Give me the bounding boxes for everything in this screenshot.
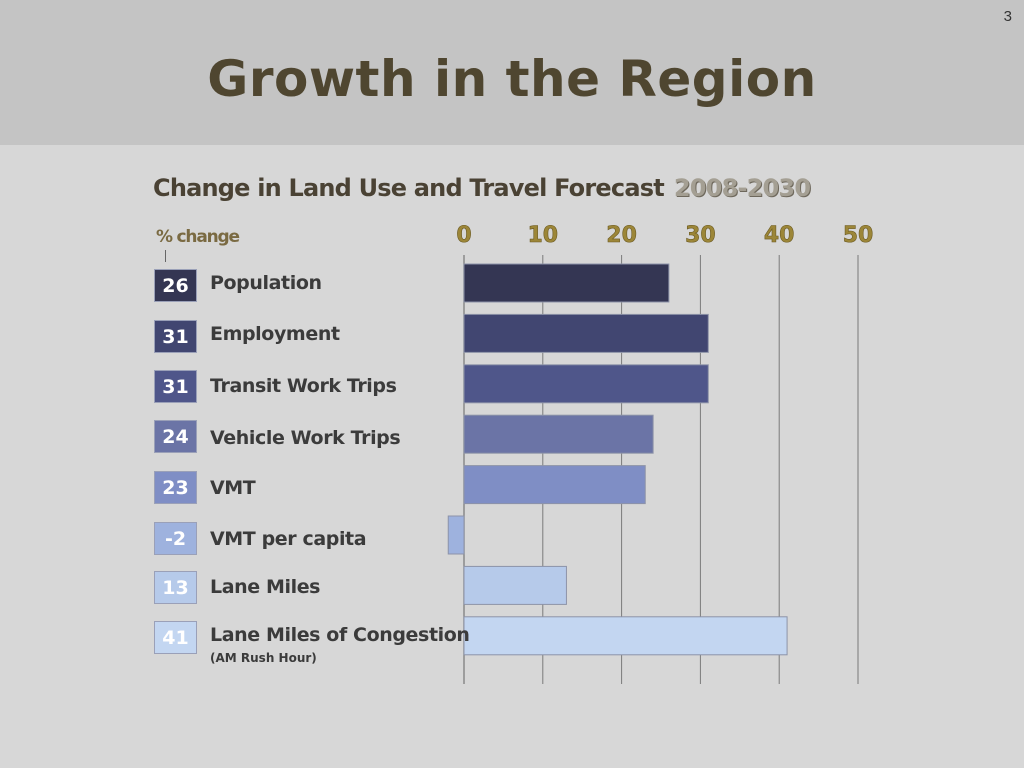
bar-vmt [463,465,646,505]
category-label-lane-miles: Lane Miles [210,576,321,598]
value-badge-vmt: 23 [154,471,197,504]
bar-lane-miles [463,565,567,605]
chart-subtitle: 2008-2030 [673,174,811,202]
x-tick-label-30: 30 [685,223,716,248]
slide-number: 3 [1003,8,1012,25]
x-tick-label-50: 50 [843,223,874,248]
percent-change-label: % change [156,227,240,247]
chart-title-text: Change in Land Use and Travel Forecast [153,174,665,202]
category-label-vehicle-work-trips: Vehicle Work Trips [210,427,401,449]
value-badge-lane-miles: 13 [154,571,197,604]
category-note-lane-miles-of-congestion: (AM Rush Hour) [210,651,317,665]
category-label-employment: Employment [210,323,340,345]
slide-title: Growth in the Region [207,50,817,108]
x-tick-label-10: 10 [527,223,558,248]
chart-title: Change in Land Use and Travel Forecast 20… [153,174,811,202]
bar-vehicle-work-trips [463,414,654,454]
bar-transit-work-trips [463,364,709,404]
category-label-population: Population [210,272,322,294]
value-badge-population: 26 [154,269,197,302]
x-tick-label-0: 0 [456,223,471,248]
x-tick-label-40: 40 [764,223,795,248]
value-badge-vmt-per-capita: -2 [154,522,197,555]
title-band [0,0,1024,145]
value-badge-vehicle-work-trips: 24 [154,420,197,453]
bar-vmt-per-capita [447,515,465,555]
category-label-lane-miles-of-congestion: Lane Miles of Congestion [210,624,470,646]
percent-change-tick [165,250,166,262]
value-badge-lane-miles-of-congestion: 41 [154,621,197,654]
category-label-vmt: VMT [210,477,256,499]
bar-population [463,263,670,303]
bar-employment [463,313,709,353]
value-badge-employment: 31 [154,320,197,353]
bar-lane-miles-of-congestion [463,616,788,656]
x-tick-label-20: 20 [606,223,637,248]
category-label-vmt-per-capita: VMT per capita [210,528,367,550]
value-badge-transit-work-trips: 31 [154,370,197,403]
category-label-transit-work-trips: Transit Work Trips [210,375,397,397]
